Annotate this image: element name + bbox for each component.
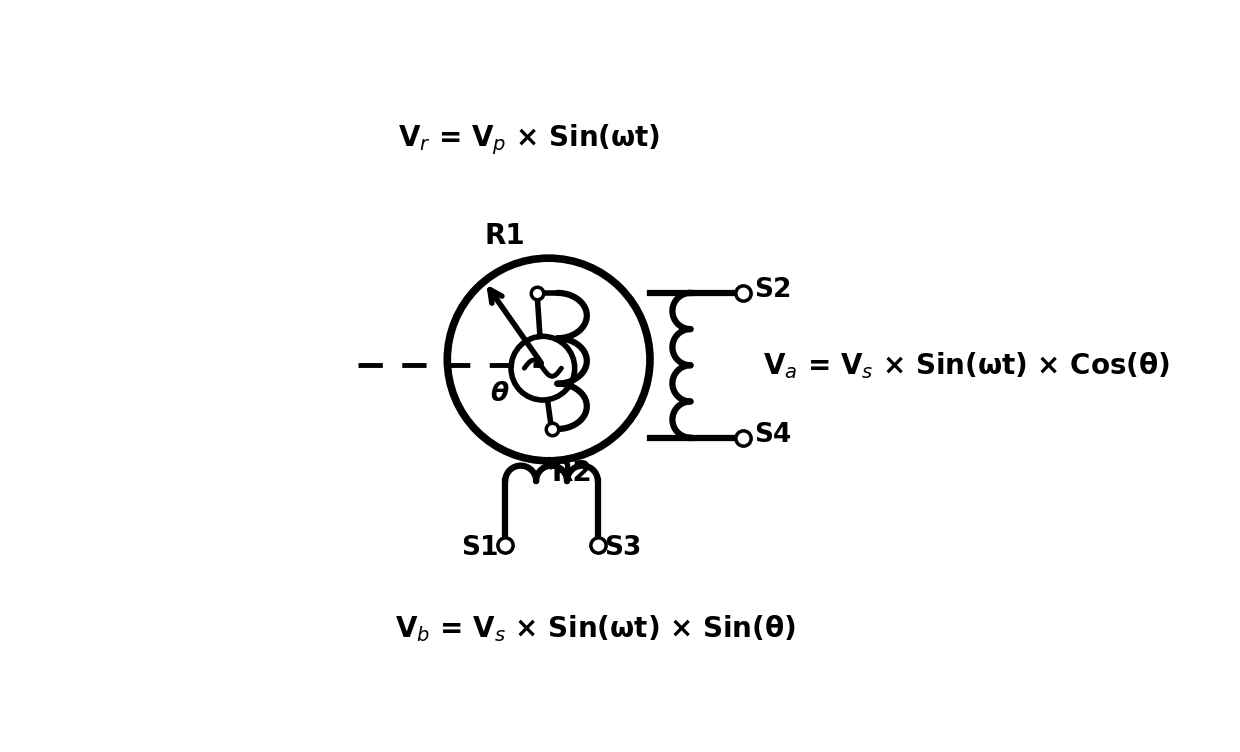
Text: V$_r$ = V$_p$ × Sin(ωt): V$_r$ = V$_p$ × Sin(ωt) <box>398 122 661 156</box>
Text: S4: S4 <box>754 422 791 447</box>
Text: S3: S3 <box>604 535 641 561</box>
Text: R1: R1 <box>485 222 526 250</box>
Text: R2: R2 <box>552 459 593 487</box>
Text: V$_b$ = V$_s$ × Sin(ωt) × Sin(θ): V$_b$ = V$_s$ × Sin(ωt) × Sin(θ) <box>396 614 796 644</box>
Text: V$_a$ = V$_s$ × Sin(ωt) × Cos(θ): V$_a$ = V$_s$ × Sin(ωt) × Cos(θ) <box>763 350 1169 381</box>
Text: θ: θ <box>490 381 508 408</box>
Text: S2: S2 <box>754 277 791 303</box>
Text: S1: S1 <box>461 535 498 561</box>
